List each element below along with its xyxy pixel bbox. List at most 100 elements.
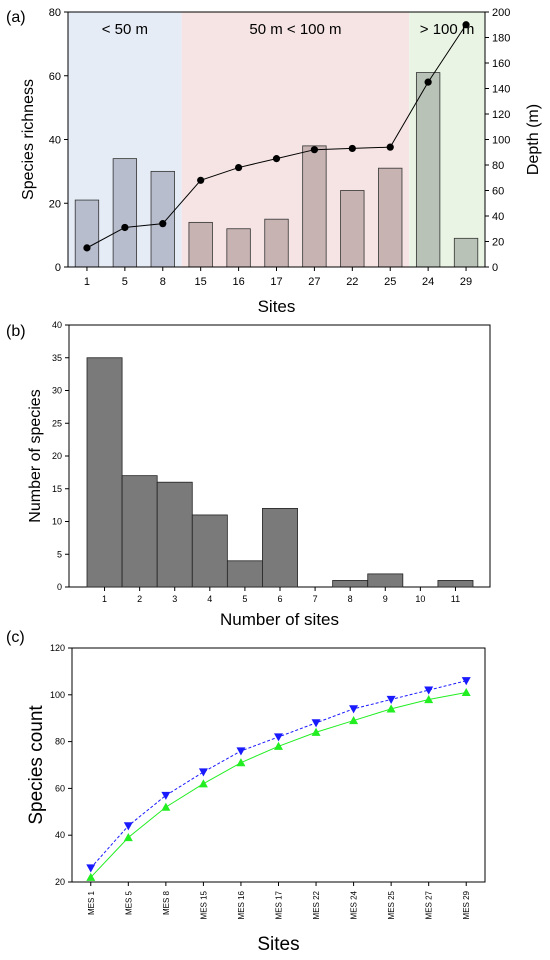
y2tick-label-a: 100: [492, 135, 510, 147]
ytick-label-b: 5: [57, 549, 62, 559]
zone-band-1: [181, 12, 410, 267]
xtick-label-a: 5: [122, 276, 128, 288]
marker-c-0-MES-17: [274, 733, 283, 742]
depth-point-site-15: [197, 176, 205, 184]
xtick-label-c: MES 1: [87, 890, 96, 915]
plot-frame-c: [71, 647, 486, 883]
ytick-label-c: 60: [55, 783, 65, 793]
marker-c-0-MES-22: [311, 719, 321, 728]
ytick-label-a: 20: [49, 198, 61, 210]
depth-point-site-1: [83, 244, 91, 252]
y2tick-label-a: 120: [492, 109, 510, 121]
y2tick-label-a: 160: [492, 58, 510, 70]
bar-a-site-22: [340, 190, 365, 268]
bar-a-site-24: [415, 72, 441, 268]
ytick-label-c: 40: [55, 830, 65, 840]
depth-point-site-22: [348, 144, 356, 153]
marker-c-1-MES-1: [86, 872, 96, 881]
xtick-label-c: MES 27: [425, 890, 434, 919]
depth-point-site-16: [234, 163, 243, 172]
depth-point-site-24: [424, 78, 432, 86]
xtick-label-b: 10: [415, 594, 425, 604]
xtick-label-a: 15: [195, 276, 207, 288]
marker-c-0-MES-25: [386, 695, 396, 704]
xtick-label-a: 22: [346, 276, 358, 288]
ytick-label-b: 10: [52, 517, 62, 527]
y2tick-label-a: 0: [492, 262, 498, 274]
xtick-label-a: 27: [308, 276, 320, 288]
series-line-c-1: [90, 691, 467, 878]
xtick-label-c: MES 15: [199, 890, 208, 919]
y-axis-title-c: Species count: [26, 705, 47, 825]
marker-c-1-MES-8: [161, 802, 171, 811]
ytick-label-a: 80: [49, 7, 61, 19]
xtick-label-b: 11: [451, 594, 460, 604]
xtick-label-a: 25: [384, 276, 396, 288]
ytick-label-b: 35: [52, 353, 62, 363]
ytick-label-a: 40: [49, 135, 61, 147]
ytick-label-b: 25: [52, 418, 62, 428]
ytick-label-b: 30: [52, 386, 62, 396]
bar-a-site-1: [74, 199, 100, 268]
y-axis-title-b: Number of species: [27, 389, 44, 522]
marker-c-1-MES-5: [123, 833, 133, 842]
depth-point-site-27: [310, 146, 319, 154]
xtick-label-b: 6: [277, 594, 282, 604]
panel-b-label: (b): [6, 323, 26, 340]
marker-c-0-MES-1: [86, 864, 96, 873]
bar-a-site-8: [150, 170, 175, 268]
y-axis-title-a: Species richness: [20, 79, 37, 200]
zone-label-2: > 100 m: [420, 21, 475, 38]
ytick-label-c: 80: [55, 737, 65, 747]
ytick-label-b: 0: [57, 582, 62, 592]
xtick-label-c: MES 25: [387, 890, 396, 919]
bar-b-sites-3: [156, 481, 193, 588]
xtick-label-c: MES 5: [124, 890, 133, 915]
xtick-label-c: MES 17: [275, 890, 284, 919]
zone-label-0: < 50 m: [102, 21, 148, 38]
xtick-label-b: 8: [348, 594, 353, 604]
depth-point-site-17: [272, 155, 281, 163]
xtick-label-a: 29: [460, 276, 472, 288]
xtick-label-a: 1: [84, 276, 90, 288]
panel-a-label: (a): [6, 9, 26, 26]
marker-c-0-MES-16: [236, 747, 246, 756]
depth-point-site-5: [121, 223, 129, 232]
marker-c-0-MES-27: [424, 686, 434, 695]
y2tick-label-a: 180: [492, 33, 510, 45]
xtick-label-a: 8: [160, 276, 166, 288]
xtick-label-b: 3: [172, 594, 177, 604]
marker-c-1-MES-24: [349, 716, 359, 725]
marker-c-0-MES-29: [461, 677, 471, 686]
y2tick-label-a: 200: [492, 7, 510, 19]
marker-c-1-MES-22: [311, 727, 321, 736]
marker-c-1-MES-29: [461, 687, 471, 697]
ytick-label-c: 100: [50, 690, 65, 700]
xtick-label-a: 17: [270, 276, 282, 288]
xtick-label-c: MES 24: [350, 890, 359, 919]
xtick-label-a: 16: [232, 276, 244, 288]
ytick-label-b: 20: [52, 451, 62, 461]
x-axis-title-a: Sites: [258, 297, 296, 316]
bar-a-site-15: [188, 221, 213, 268]
xtick-label-b: 9: [383, 594, 388, 604]
bar-a-site-5: [112, 158, 138, 268]
y2tick-label-a: 40: [492, 211, 504, 223]
marker-c-1-MES-16: [236, 758, 246, 767]
y2tick-label-a: 60: [492, 186, 504, 198]
bar-b-sites-6: [262, 507, 298, 588]
bar-b-sites-8: [332, 580, 369, 588]
xtick-label-c: MES 8: [162, 890, 171, 915]
bar-b-sites-5: [226, 560, 263, 588]
xtick-label-b: 7: [313, 594, 318, 604]
depth-point-site-8: [159, 220, 167, 228]
y2tick-label-a: 80: [492, 160, 504, 172]
ytick-label-a: 60: [49, 71, 61, 83]
zone-label-1: 50 m < 100 m: [249, 21, 341, 38]
y2tick-label-a: 20: [492, 237, 504, 249]
marker-c-1-MES-17: [274, 741, 283, 750]
marker-c-1-MES-27: [424, 694, 434, 704]
bar-a-site-16: [226, 228, 251, 268]
ytick-label-c: 120: [50, 643, 65, 653]
